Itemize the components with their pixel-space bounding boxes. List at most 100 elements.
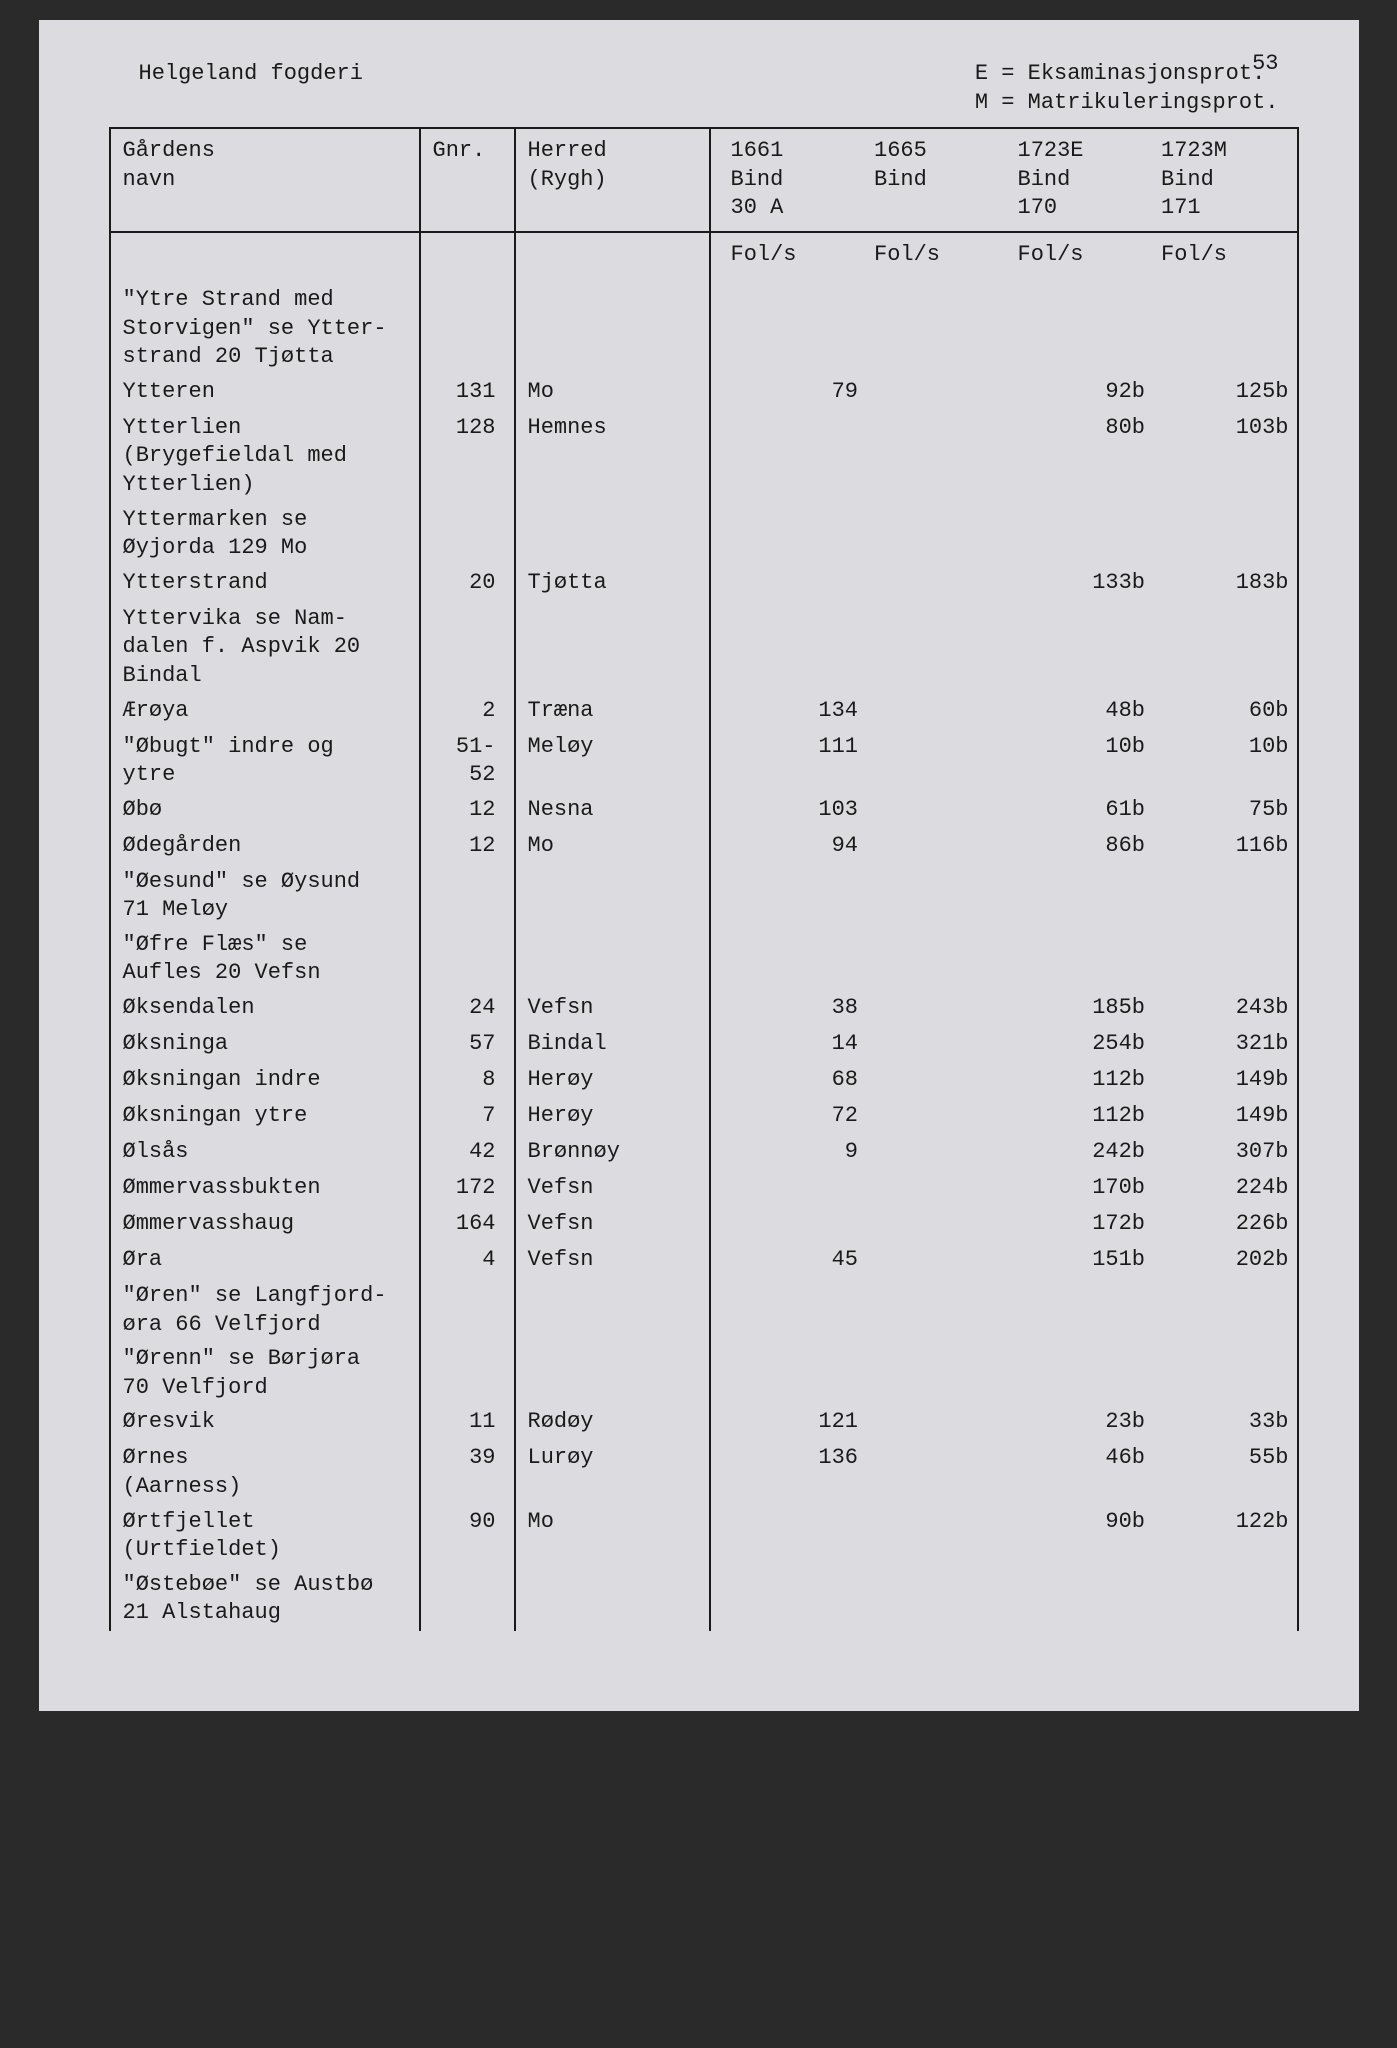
cell-name: Ørnes (Aarness) <box>111 1441 421 1504</box>
cell-herred: Bindal <box>516 1027 711 1063</box>
cell-data-group: 133b 183b <box>711 566 1297 602</box>
cell-1661 <box>711 1345 867 1402</box>
cell-1723e: 46b <box>1010 1444 1154 1501</box>
document-page: 53 Helgeland fogderi E = Eksaminasjonspr… <box>39 20 1359 1711</box>
cell-1723m: 149b <box>1153 1102 1297 1132</box>
cell-1661: 134 <box>711 697 867 727</box>
cell-herred: Herøy <box>516 1063 711 1099</box>
cell-1661: 94 <box>711 832 867 862</box>
cell-1661: 45 <box>711 1246 867 1276</box>
cell-1665 <box>866 1138 1010 1168</box>
cell-herred: Vefsn <box>516 1171 711 1207</box>
table-row: "Øfre Flæs" se Aufles 20 Vefsn <box>111 928 1297 991</box>
cell-gnr: 4 <box>421 1243 516 1279</box>
cell-herred: Vefsn <box>516 1207 711 1243</box>
cell-data-group: 172b 226b <box>711 1207 1297 1243</box>
cell-name: Øbø <box>111 793 421 829</box>
cell-1665 <box>866 286 1010 372</box>
cell-data-group <box>711 602 1297 694</box>
table-row: Ømmervassbukten 172 Vefsn 170b 224b <box>111 1171 1297 1207</box>
cell-name: Øksningan indre <box>111 1063 421 1099</box>
cell-1723e: 172b <box>1010 1210 1154 1240</box>
cell-1723e: 254b <box>1010 1030 1154 1060</box>
cell-data-group: 136 46b 55b <box>711 1441 1297 1504</box>
cell-data-group: 72 112b 149b <box>711 1099 1297 1135</box>
cell-1723e <box>1010 506 1154 563</box>
cell-gnr: 128 <box>421 411 516 503</box>
cell-herred: Mo <box>516 375 711 411</box>
cell-gnr: 42 <box>421 1135 516 1171</box>
cell-1723m <box>1153 1571 1297 1628</box>
cell-1665 <box>866 1444 1010 1501</box>
folio-label-2: Fol/s <box>866 241 1010 275</box>
cell-1723e: 185b <box>1010 994 1154 1024</box>
cell-1661: 79 <box>711 378 867 408</box>
cell-name: Ytterstrand <box>111 566 421 602</box>
cell-gnr <box>421 283 516 375</box>
cell-data-group: 111 10b 10b <box>711 730 1297 793</box>
cell-herred: Lurøy <box>516 1441 711 1504</box>
cell-1723e <box>1010 1345 1154 1402</box>
cell-herred <box>516 503 711 566</box>
table-row: Yttermarken se Øyjorda 129 Mo <box>111 503 1297 566</box>
cell-data-group: 103 61b 75b <box>711 793 1297 829</box>
cell-1723e: 23b <box>1010 1408 1154 1438</box>
table-row: "Ørenn" se Børjøra 70 Velfjord <box>111 1342 1297 1405</box>
cell-1665 <box>866 868 1010 925</box>
cell-1723e: 170b <box>1010 1174 1154 1204</box>
cell-1665 <box>866 1066 1010 1096</box>
cell-herred: Brønnøy <box>516 1135 711 1171</box>
cell-1661: 14 <box>711 1030 867 1060</box>
cell-1665 <box>866 506 1010 563</box>
cell-1723m: 55b <box>1153 1444 1297 1501</box>
data-table: Gårdens navn Gnr. Herred (Rygh) 1661 Bin… <box>109 127 1299 1631</box>
cell-data-group: 80b 103b <box>711 411 1297 503</box>
cell-1661 <box>711 931 867 988</box>
table-row: Øksningan ytre 7 Herøy 72 112b 149b <box>111 1099 1297 1135</box>
cell-herred <box>516 602 711 694</box>
col-header-1723m: 1723M Bind 171 <box>1153 137 1297 223</box>
cell-data-group <box>711 283 1297 375</box>
table-body: "Ytre Strand med Storvigen" se Ytter- st… <box>111 283 1297 1631</box>
cell-1665 <box>866 1210 1010 1240</box>
cell-1723e: 92b <box>1010 378 1154 408</box>
cell-herred: Meløy <box>516 730 711 793</box>
cell-1723m: 321b <box>1153 1030 1297 1060</box>
cell-1665 <box>866 1345 1010 1402</box>
cell-gnr: 8 <box>421 1063 516 1099</box>
table-row: Ærøya 2 Træna 134 48b 60b <box>111 694 1297 730</box>
cell-name: "Øesund" se Øysund 71 Meløy <box>111 865 421 928</box>
cell-1661 <box>711 506 867 563</box>
cell-1661 <box>711 868 867 925</box>
cell-1661 <box>711 286 867 372</box>
cell-1723m: 60b <box>1153 697 1297 727</box>
cell-1665 <box>866 733 1010 790</box>
table-row: "Øbugt" indre og ytre 51- 52 Meløy 111 1… <box>111 730 1297 793</box>
cell-data-group <box>711 1279 1297 1342</box>
cell-1723m <box>1153 868 1297 925</box>
table-row: Øra 4 Vefsn 45 151b 202b <box>111 1243 1297 1279</box>
table-row: Ømmervasshaug 164 Vefsn 172b 226b <box>111 1207 1297 1243</box>
cell-1665 <box>866 1408 1010 1438</box>
cell-1723m <box>1153 931 1297 988</box>
cell-1723e: 86b <box>1010 832 1154 862</box>
table-row: Ytteren 131 Mo 79 92b 125b <box>111 375 1297 411</box>
cell-1661: 111 <box>711 733 867 790</box>
table-row: Øksninga 57 Bindal 14 254b 321b <box>111 1027 1297 1063</box>
cell-name: Øksningan ytre <box>111 1099 421 1135</box>
cell-gnr: 12 <box>421 793 516 829</box>
cell-1661 <box>711 1282 867 1339</box>
col-header-name: Gårdens navn <box>111 129 421 231</box>
table-row: "Ytre Strand med Storvigen" se Ytter- st… <box>111 283 1297 375</box>
cell-1723m: 116b <box>1153 832 1297 862</box>
cell-1665 <box>866 414 1010 500</box>
cell-1661 <box>711 605 867 691</box>
cell-name: "Ytre Strand med Storvigen" se Ytter- st… <box>111 283 421 375</box>
cell-name: "Øbugt" indre og ytre <box>111 730 421 793</box>
cell-1723m: 307b <box>1153 1138 1297 1168</box>
cell-gnr: 20 <box>421 566 516 602</box>
cell-1665 <box>866 1030 1010 1060</box>
cell-1723m: 183b <box>1153 569 1297 599</box>
cell-gnr <box>421 1279 516 1342</box>
cell-1723m: 125b <box>1153 378 1297 408</box>
